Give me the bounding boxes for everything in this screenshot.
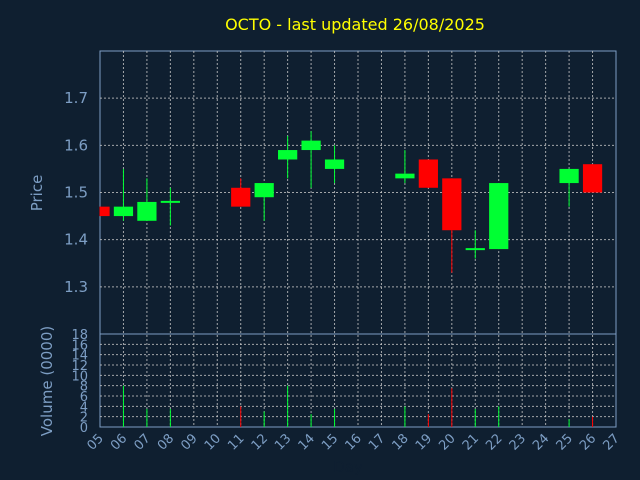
volume-tick-label: 6	[80, 390, 88, 405]
price-y-axis: 1.3 1.4 1.5 1.6 1.7	[64, 89, 88, 296]
x-tick-label: 10	[202, 431, 224, 453]
candle-body	[254, 183, 274, 198]
candles	[99, 131, 603, 273]
x-tick-label: 08	[155, 431, 177, 453]
x-tick-label: 26	[577, 431, 599, 453]
volume-tick-label: 12	[71, 359, 88, 374]
x-tick-label: 17	[366, 431, 388, 453]
price-tick-label: 1.6	[64, 136, 88, 154]
x-tick-label: 21	[460, 431, 482, 453]
candle-body	[301, 140, 321, 151]
x-tick-label: 11	[225, 431, 247, 453]
x-tick-label: 07	[131, 431, 153, 453]
candle-body	[489, 183, 509, 250]
x-axis-label: Day	[333, 458, 363, 476]
volume-tick-label: 2	[80, 411, 88, 426]
x-tick-label: 15	[319, 431, 341, 453]
x-tick-label: 12	[249, 431, 271, 453]
candle-body	[442, 178, 462, 231]
volume-plot-area	[99, 333, 617, 428]
price-tick-label: 1.4	[64, 231, 88, 249]
x-tick-label: 22	[483, 431, 505, 453]
candle-body	[324, 159, 345, 169]
candle-body	[278, 150, 298, 160]
x-tick-label: 06	[108, 431, 130, 453]
candle-body	[582, 164, 603, 193]
x-tick-label: 23	[507, 431, 529, 453]
price-tick-label: 1.5	[64, 184, 88, 202]
volume-axis-label: Volume (0000)	[38, 326, 56, 436]
price-axis-label: Price	[28, 175, 46, 212]
x-tick-label: 27	[601, 431, 623, 453]
volume-tick-label: 18	[71, 328, 88, 343]
volume-tick-label: 8	[80, 380, 88, 395]
price-tick-label: 1.3	[64, 278, 88, 296]
x-tick-label: 09	[178, 431, 200, 453]
chart-title: OCTO - last updated 26/08/2025	[225, 15, 485, 34]
candle-body	[100, 206, 110, 217]
volume-tick-label: 16	[71, 338, 88, 353]
x-tick-label: 24	[530, 431, 552, 453]
x-tick-label: 18	[389, 431, 411, 453]
volume-tick-label: 10	[71, 369, 88, 384]
candle-body	[231, 187, 251, 207]
candle-body	[137, 201, 157, 221]
x-tick-label: 25	[554, 431, 576, 453]
volume-tick-label: 4	[80, 400, 88, 415]
x-tick-label: 13	[272, 431, 294, 453]
price-tick-label: 1.7	[64, 89, 88, 107]
volume-tick-label: 0	[80, 421, 88, 436]
x-tick-label: 16	[343, 431, 365, 453]
volume-tick-label: 14	[71, 349, 88, 364]
volume-bars	[122, 385, 594, 427]
grid-lines	[100, 51, 616, 427]
candle-body	[395, 173, 415, 179]
candle-body	[418, 159, 438, 188]
candle-body	[559, 168, 579, 184]
x-tick-label: 14	[296, 431, 318, 453]
candle-body	[113, 206, 134, 217]
x-axis: 05 06 07 08 09 10 11 12 13 14 15 16 17 18 19 20 21 22 23 24…	[85, 431, 623, 453]
x-tick-label: 20	[436, 431, 458, 453]
x-tick-label: 19	[413, 431, 435, 453]
